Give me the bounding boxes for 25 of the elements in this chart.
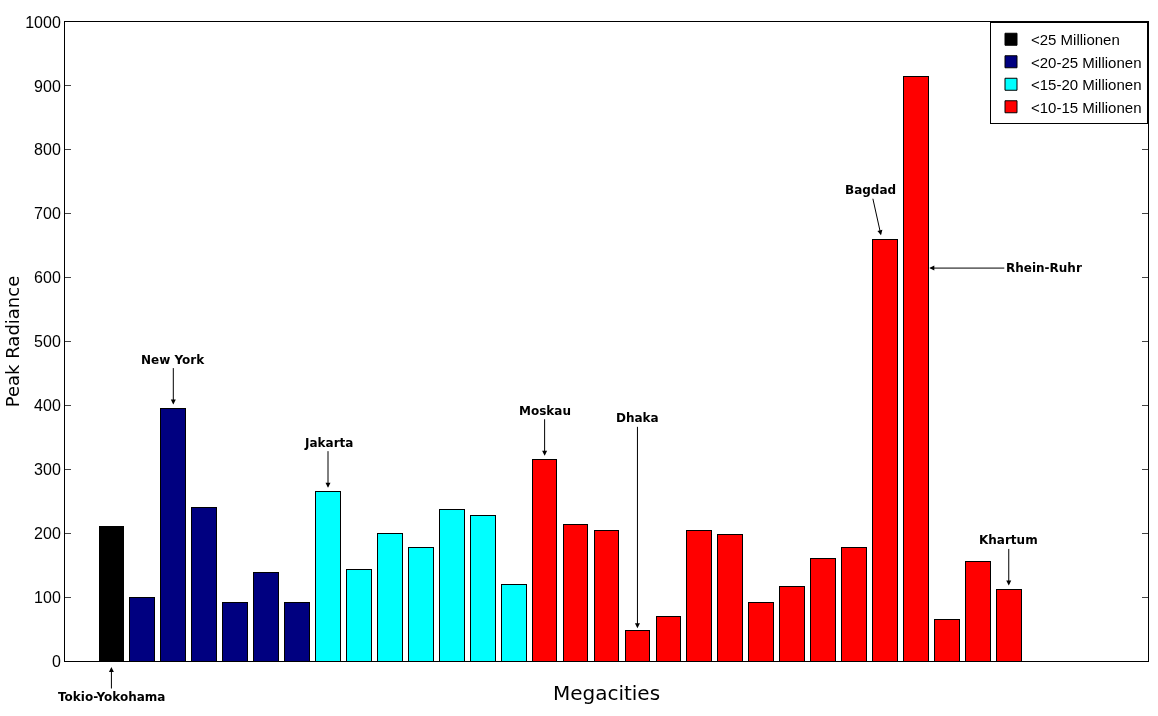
- y-tick-label: 800: [34, 141, 61, 159]
- annotation: Khartum: [979, 533, 1038, 547]
- legend-label: <25 Millionen: [1031, 31, 1120, 49]
- y-tick-label: 700: [34, 205, 61, 223]
- legend-label: <10-15 Millionen: [1031, 98, 1142, 116]
- annotation: Bagdad: [845, 183, 897, 197]
- legend-label: <15-20 Millionen: [1031, 76, 1142, 94]
- y-tick-label: 200: [34, 524, 61, 542]
- y-tick-label: 100: [34, 588, 61, 606]
- y-tick-label: 1000: [25, 13, 61, 31]
- x-axis-title: Megacities: [552, 681, 661, 706]
- y-tick-label: 400: [34, 397, 61, 414]
- annotation: Jakarta: [304, 436, 354, 450]
- y-axis-title: Peak Radiance: [2, 275, 23, 408]
- y-tick-label: 900: [34, 77, 61, 95]
- y-tick-label: 300: [34, 460, 61, 478]
- legend-label: <20-25 Millionen: [1031, 53, 1142, 71]
- annotation: New York: [141, 353, 206, 367]
- annotation: Dhaka: [616, 411, 659, 425]
- y-tick-label: 500: [34, 333, 61, 351]
- y-tick-label: 600: [34, 269, 61, 287]
- y-tick-label: 0: [51, 652, 61, 670]
- annotation: Rhein-Ruhr: [1006, 261, 1082, 275]
- text: Tokio-Yokohama: [58, 690, 166, 704]
- annotation: Moskau: [519, 404, 571, 418]
